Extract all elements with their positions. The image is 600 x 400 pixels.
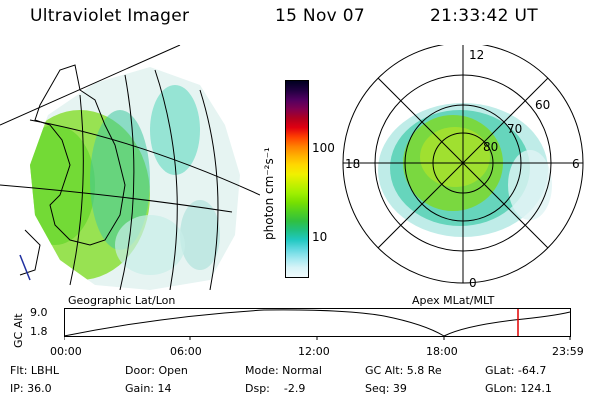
status-gain: Gain: 14 bbox=[125, 382, 172, 395]
color-bar bbox=[285, 80, 309, 278]
status-glat: GLat: -64.7 bbox=[485, 364, 547, 377]
coastline-blue-segment bbox=[19, 254, 31, 281]
altitude-xtick-0000: 00:00 bbox=[50, 345, 82, 358]
mlt-label-0: 0 bbox=[469, 276, 477, 290]
altitude-xtick-1200: 12:00 bbox=[298, 345, 330, 358]
geo-panel-label: Geographic Lat/Lon bbox=[68, 294, 176, 307]
altitude-ylabel: GC Alt bbox=[12, 313, 25, 348]
status-mode: Mode: Normal bbox=[245, 364, 322, 377]
mlt-label-18: 18 bbox=[345, 157, 360, 171]
altitude-ytick-9: 9.0 bbox=[30, 306, 48, 319]
status-glon: GLon: 124.1 bbox=[485, 382, 552, 395]
colorbar-unit-label: photon cm⁻²s⁻¹ bbox=[262, 147, 276, 240]
polar-image-panel: 12 18 6 0 60 70 80 bbox=[342, 45, 584, 290]
polar-panel-label: Apex MLat/MLT bbox=[412, 294, 495, 307]
altitude-ytick-1.8: 1.8 bbox=[30, 325, 48, 338]
polar-grid bbox=[342, 45, 584, 284]
instrument-title: Ultraviolet Imager bbox=[30, 6, 190, 26]
date-label: 15 Nov 07 bbox=[275, 6, 365, 26]
colorbar-tick-100: 100 bbox=[312, 141, 335, 155]
status-seq: Seq: 39 bbox=[365, 382, 407, 395]
lat-label-70: 70 bbox=[507, 122, 522, 136]
mlt-label-6: 6 bbox=[572, 157, 580, 171]
status-door: Door: Open bbox=[125, 364, 188, 377]
geographic-image-panel bbox=[0, 45, 260, 290]
altitude-curve bbox=[64, 309, 571, 337]
status-dsp: Dsp: -2.9 bbox=[245, 382, 306, 395]
status-filter: Flt: LBHL bbox=[10, 364, 59, 377]
altitude-xtick-1800: 18:00 bbox=[426, 345, 458, 358]
lat-label-80: 80 bbox=[483, 140, 498, 154]
status-ip: IP: 36.0 bbox=[10, 382, 52, 395]
altitude-plot bbox=[64, 308, 571, 340]
time-label: 21:33:42 UT bbox=[430, 6, 538, 26]
lat-label-60: 60 bbox=[535, 98, 550, 112]
altitude-xtick-0600: 06:00 bbox=[170, 345, 202, 358]
geo-grid-lines bbox=[0, 45, 260, 290]
status-gc-alt: GC Alt: 5.8 Re bbox=[365, 364, 442, 377]
colorbar-tick-10: 10 bbox=[312, 230, 328, 244]
altitude-xtick-2359: 23:59 bbox=[552, 345, 584, 358]
mlt-label-12: 12 bbox=[469, 48, 484, 62]
